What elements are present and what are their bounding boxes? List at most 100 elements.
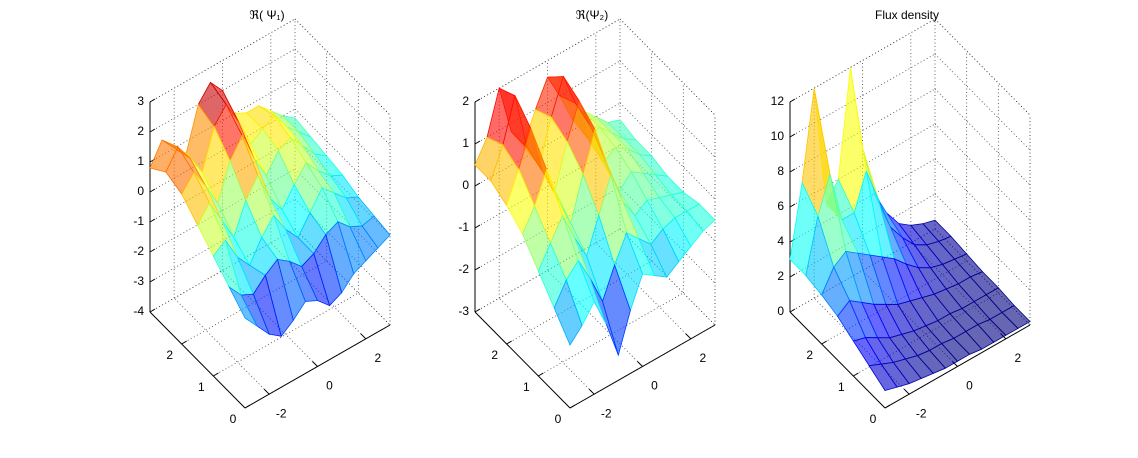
- grid-line: [934, 53, 1031, 151]
- z-tick-label: 0: [777, 304, 784, 318]
- x-tick-label: -2: [916, 406, 927, 420]
- z-tick: [474, 140, 481, 145]
- x-tick-label: 0: [651, 379, 658, 393]
- z-tick: [149, 278, 156, 283]
- surface-cell: [868, 363, 898, 391]
- z-tick-label: -4: [133, 304, 144, 318]
- box-edge: [934, 18, 1031, 116]
- surface-cell: [228, 285, 259, 328]
- grid-line: [619, 102, 716, 200]
- z-tick: [149, 128, 156, 133]
- grid-line: [294, 228, 391, 326]
- x-tick: [903, 388, 910, 395]
- grid-line: [619, 60, 716, 158]
- z-tick-label: -2: [133, 244, 144, 258]
- z-tick: [789, 273, 796, 278]
- z-tick-label: 0: [137, 184, 144, 198]
- y-tick: [506, 340, 512, 345]
- z-tick-label: 1: [137, 154, 144, 168]
- chart-title: ℜ(Ψ₂): [576, 8, 608, 22]
- grid-line: [619, 186, 716, 284]
- z-tick: [149, 218, 156, 223]
- grid-line: [294, 78, 391, 176]
- y-tick: [181, 340, 187, 345]
- grid-line: [934, 158, 1031, 256]
- y-tick-label: 0: [870, 412, 877, 426]
- y-tick: [244, 404, 251, 409]
- z-tick-label: -2: [458, 262, 469, 276]
- x-tick-label: 0: [326, 379, 333, 393]
- y-tick: [884, 404, 891, 409]
- chart-title: ℜ( Ψ₁): [249, 8, 284, 22]
- x-tick: [360, 333, 367, 340]
- z-tick: [149, 188, 156, 193]
- z-tick: [789, 308, 796, 313]
- x-tick: [312, 361, 318, 367]
- z-tick-label: -3: [133, 274, 144, 288]
- grid-line: [294, 48, 391, 146]
- y-tick-label: 0: [230, 412, 237, 426]
- x-tick-label: -2: [276, 406, 287, 420]
- x-tick-label: -2: [601, 406, 612, 420]
- y-tick-label: 2: [806, 348, 813, 362]
- surface-cell: [553, 278, 583, 346]
- grid-line: [294, 108, 391, 206]
- grid-line: [294, 198, 391, 296]
- x-tick: [685, 333, 692, 340]
- grid-line: [934, 123, 1031, 221]
- z-tick: [789, 203, 796, 208]
- z-tick-label: 1: [462, 136, 469, 150]
- y-tick: [213, 372, 219, 377]
- chart-title: Flux density: [875, 8, 939, 22]
- z-tick: [149, 308, 156, 313]
- z-tick-label: 8: [777, 164, 784, 178]
- y-tick-label: 1: [198, 380, 205, 394]
- z-tick: [149, 248, 156, 253]
- z-tick-label: 2: [137, 124, 144, 138]
- y-tick-label: 2: [166, 348, 173, 362]
- grid-line: [619, 18, 716, 116]
- y-tick-label: 2: [491, 348, 498, 362]
- z-tick: [789, 98, 796, 103]
- x-tick: [588, 388, 595, 395]
- y-axis: [474, 311, 571, 409]
- z-tick-label: 12: [771, 94, 785, 108]
- z-tick: [474, 224, 481, 229]
- grid-line: [149, 18, 296, 103]
- z-tick-label: 4: [777, 234, 784, 248]
- grid-line: [173, 297, 270, 395]
- x-tick-label: 2: [699, 351, 706, 365]
- x-tick: [263, 388, 270, 395]
- x-tick-label: 0: [966, 379, 973, 393]
- z-tick: [149, 98, 156, 103]
- y-tick-label: 0: [555, 412, 562, 426]
- z-tick-label: 3: [137, 94, 144, 108]
- grid-line: [294, 18, 391, 116]
- z-tick: [474, 308, 481, 313]
- surface-plot: -3 -2 -1 0 1 2 0 1 2 -2 0 2 ℜ(Ψ₂): [458, 8, 716, 426]
- y-axis: [149, 311, 246, 409]
- z-tick-label: -1: [133, 214, 144, 228]
- y-tick-label: 1: [838, 380, 845, 394]
- z-tick: [474, 266, 481, 271]
- z-tick-label: -1: [458, 220, 469, 234]
- x-tick: [637, 361, 643, 367]
- box-edge: [294, 18, 391, 116]
- z-tick: [474, 182, 481, 187]
- z-tick-label: 0: [462, 178, 469, 192]
- z-tick-label: 10: [771, 129, 785, 143]
- grid-line: [619, 228, 716, 326]
- y-tick: [821, 340, 827, 345]
- y-tick: [853, 372, 859, 377]
- z-tick: [789, 168, 796, 173]
- z-tick-label: 6: [777, 199, 784, 213]
- z-tick: [789, 133, 796, 138]
- y-tick: [569, 404, 576, 409]
- grid-line: [934, 18, 1031, 116]
- box-edge: [619, 18, 716, 116]
- grid-line: [934, 193, 1031, 291]
- z-tick: [474, 98, 481, 103]
- x-tick-label: 2: [1014, 351, 1021, 365]
